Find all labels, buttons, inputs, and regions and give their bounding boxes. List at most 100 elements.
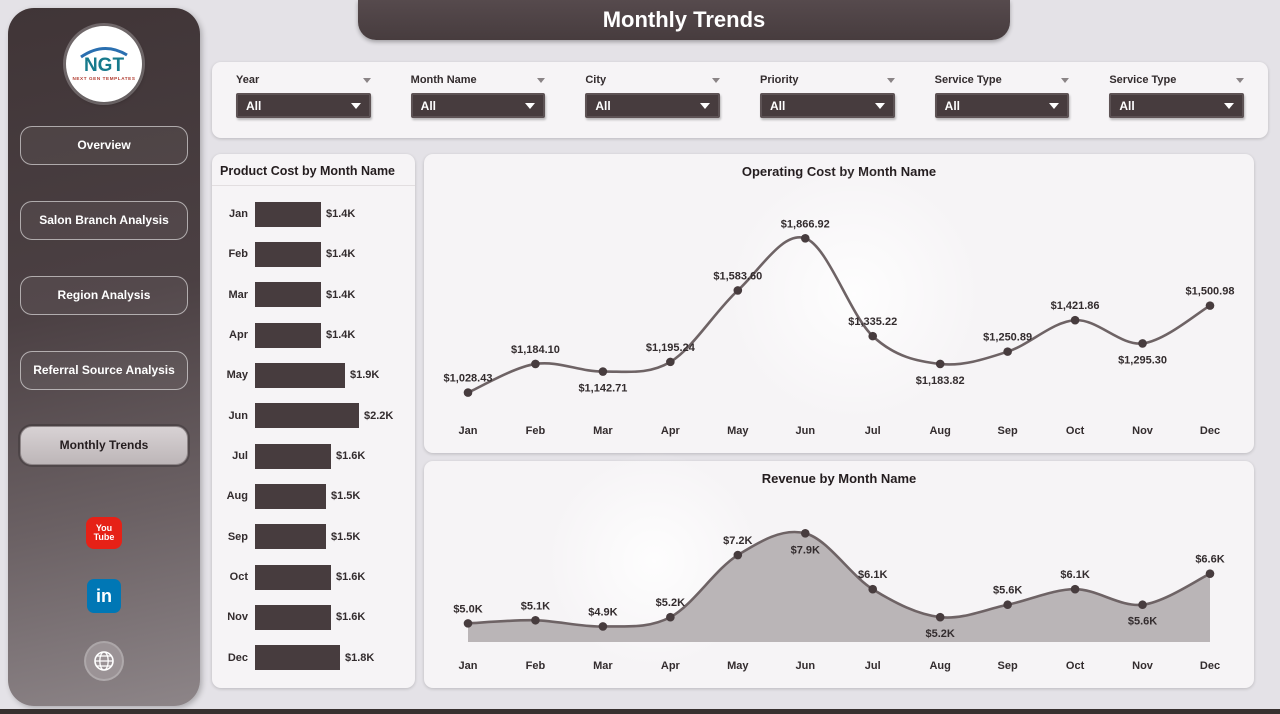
data-point-label: $5.2K <box>926 628 955 640</box>
bar[interactable] <box>255 362 345 388</box>
bar[interactable] <box>255 443 331 469</box>
data-point-marker[interactable] <box>868 584 878 594</box>
bar-value-label: $1.9K <box>350 369 380 382</box>
dropdown-value: All <box>1119 98 1135 113</box>
chevron-down-icon[interactable] <box>886 77 895 83</box>
dropdown-value: All <box>246 98 262 113</box>
bar-value-label: $1.5K <box>331 490 361 503</box>
dropdown-value: All <box>420 98 436 113</box>
data-point-marker[interactable] <box>800 233 810 243</box>
filter-label: Priority <box>760 74 799 86</box>
data-point-label: $1,250.89 <box>983 332 1032 344</box>
data-point-marker[interactable] <box>935 612 945 622</box>
x-axis-label: Jul <box>865 425 881 437</box>
data-point-marker[interactable] <box>868 331 878 341</box>
x-axis-label: Jan <box>459 660 478 672</box>
data-point-marker[interactable] <box>1138 600 1147 610</box>
x-axis-label: Sep <box>998 425 1018 437</box>
chart-title: Operating Cost by Month Name <box>741 164 937 179</box>
youtube-icon[interactable]: You Tube <box>86 517 122 549</box>
product-cost-bar-chart: Jan $1.4K Feb $1.4K Mar $1.4K Apr $1.4K May $1.9K… <box>212 186 415 688</box>
bar[interactable] <box>255 604 331 630</box>
chart-title: Revenue by Month Name <box>761 471 917 486</box>
bar[interactable] <box>255 201 321 227</box>
chevron-down-icon[interactable] <box>1061 77 1070 83</box>
x-axis-label: Dec <box>1200 660 1220 672</box>
bar-category-label: Nov <box>227 611 248 624</box>
revenue-panel: Revenue by Month Name $5.0K Jan $5.1K Feb $4… <box>424 451 1254 688</box>
bar-row: Jul $1.6K <box>220 441 409 471</box>
chevron-down-icon <box>525 102 536 109</box>
data-point-marker[interactable] <box>1070 315 1080 325</box>
bar-value-label: $1.8K <box>345 651 375 664</box>
bar-category-label: Dec <box>227 651 248 664</box>
chart-title: Product Cost by Month Name <box>212 154 415 186</box>
year-dropdown[interactable]: All <box>236 93 371 118</box>
ngt-logo-icon: NGT NEXT GEN TEMPLATES <box>72 47 135 81</box>
bar-row: Oct $1.6K <box>220 562 409 592</box>
chevron-down-icon[interactable] <box>712 77 720 83</box>
bar-category-label: Jul <box>232 450 248 463</box>
bar-category-label: Feb <box>228 248 248 261</box>
sidebar-item-salon-branch-analysis[interactable]: Salon Branch Analysis <box>20 201 188 240</box>
data-point-label: $5.2K <box>656 597 685 609</box>
bar[interactable] <box>255 564 331 590</box>
data-point-marker[interactable] <box>598 367 608 376</box>
data-point-marker[interactable] <box>666 612 675 622</box>
data-point-marker[interactable] <box>598 622 608 631</box>
filter-label: Month Name <box>410 74 477 86</box>
service-type-dropdown-2[interactable]: All <box>1109 93 1244 118</box>
dropdown-value: All <box>944 98 960 113</box>
linkedin-icon[interactable]: in <box>87 579 121 613</box>
data-point-marker[interactable] <box>1003 347 1012 356</box>
data-point-marker[interactable] <box>463 619 473 628</box>
data-point-label: $1,295.30 <box>1118 354 1167 366</box>
bottom-edge-bar <box>0 709 1280 714</box>
data-point-label: $1,142.71 <box>578 383 627 395</box>
operating-cost-line-chart: $1,028.43 Jan $1,184.10 Feb $1,142.71 Mar $1,1… <box>424 179 1254 453</box>
data-point-label: $5.1K <box>521 600 550 612</box>
website-globe-icon[interactable] <box>86 643 122 679</box>
city-dropdown[interactable]: All <box>585 93 720 118</box>
data-point-marker[interactable] <box>1070 584 1080 594</box>
data-point-marker[interactable] <box>1205 301 1215 310</box>
sidebar-item-referral-source-analysis[interactable]: Referral Source Analysis <box>20 351 188 390</box>
bar[interactable] <box>255 524 326 550</box>
service-type-dropdown-1[interactable]: All <box>934 93 1070 118</box>
priority-dropdown[interactable]: All <box>760 93 895 118</box>
sidebar-item-overview[interactable]: Overview <box>20 126 188 165</box>
x-axis-label: Jan <box>459 425 478 437</box>
bar[interactable] <box>255 403 359 429</box>
bar[interactable] <box>255 282 321 308</box>
data-point-label: $1,183.82 <box>916 375 965 387</box>
data-point-marker[interactable] <box>733 286 743 295</box>
data-point-marker[interactable] <box>1205 569 1215 578</box>
data-point-marker[interactable] <box>935 359 945 369</box>
month-name-dropdown[interactable]: All <box>410 93 546 118</box>
bar[interactable] <box>255 645 340 671</box>
sidebar-item-monthly-trends[interactable]: Monthly Trends <box>20 426 188 465</box>
data-point-label: $1,421.86 <box>1051 300 1100 312</box>
bar[interactable] <box>255 241 321 267</box>
data-point-marker[interactable] <box>666 357 675 367</box>
data-point-marker[interactable] <box>531 615 540 625</box>
bar-category-label: Jan <box>229 208 248 221</box>
x-axis-label: Apr <box>661 425 681 437</box>
data-point-marker[interactable] <box>1138 339 1147 348</box>
sidebar-item-region-analysis[interactable]: Region Analysis <box>20 276 188 315</box>
data-point-label: $7.2K <box>723 535 752 547</box>
chevron-down-icon[interactable] <box>537 77 546 83</box>
data-point-marker[interactable] <box>531 359 540 369</box>
data-point-marker[interactable] <box>463 388 473 397</box>
chevron-down-icon[interactable] <box>1236 77 1244 83</box>
bar-row: Feb $1.4K <box>220 239 409 269</box>
data-point-marker[interactable] <box>800 529 810 538</box>
bar[interactable] <box>255 483 326 509</box>
chevron-down-icon[interactable] <box>362 77 371 83</box>
chevron-down-icon <box>700 102 710 109</box>
bar[interactable] <box>255 322 321 348</box>
x-axis-label: Oct <box>1066 660 1085 672</box>
data-point-marker[interactable] <box>1003 600 1012 610</box>
data-point-marker[interactable] <box>733 550 743 560</box>
